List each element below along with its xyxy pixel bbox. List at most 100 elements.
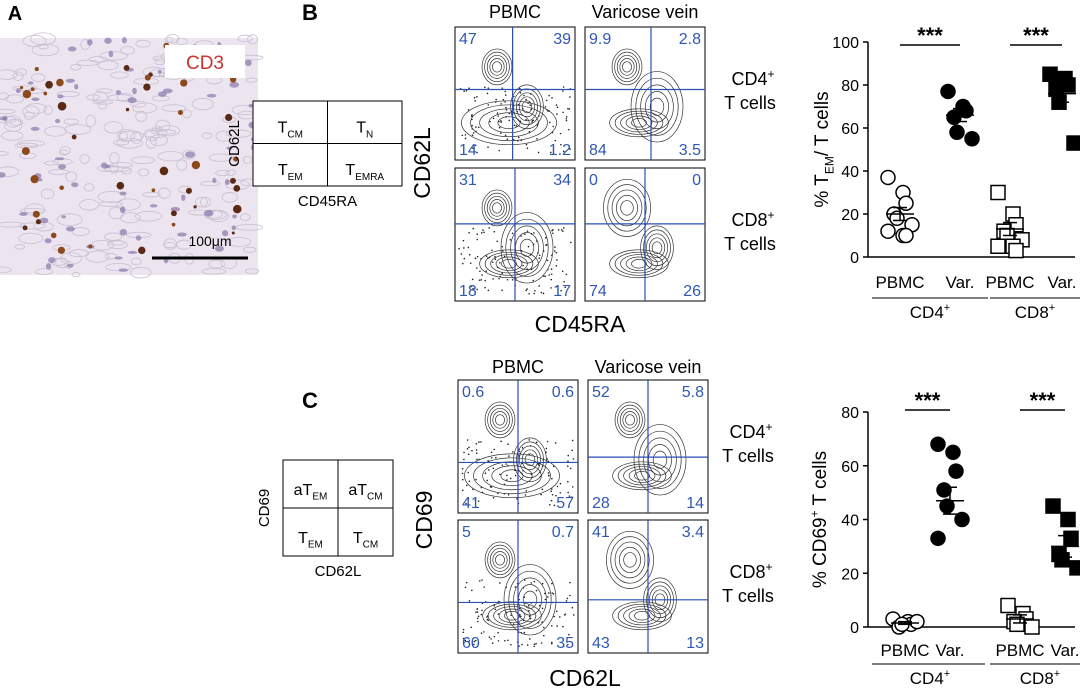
event-dot xyxy=(548,121,551,124)
scale-bar-label: 100μm xyxy=(188,233,231,249)
event-dot xyxy=(467,453,470,455)
key-y-axis: CD69 xyxy=(256,489,273,527)
y-tick-label: 80 xyxy=(841,405,859,422)
event-dot xyxy=(563,645,565,647)
event-dot xyxy=(506,479,508,481)
quadrant-value: 84 xyxy=(589,142,607,159)
contour xyxy=(616,54,638,79)
event-dot xyxy=(532,279,535,282)
quadrant-value: 14 xyxy=(459,142,477,159)
event-dot xyxy=(546,440,549,443)
text-part: + xyxy=(1054,668,1060,680)
tissue-texture xyxy=(0,266,12,274)
tissue-texture xyxy=(120,212,141,224)
nucleus xyxy=(0,172,6,178)
text-part: CD4 xyxy=(729,422,765,442)
contour xyxy=(481,189,513,227)
event-dot xyxy=(521,462,523,465)
tissue-texture xyxy=(227,236,252,247)
data-point xyxy=(1063,530,1079,547)
stained-cell xyxy=(151,188,156,193)
tissue-texture xyxy=(103,121,124,134)
tissue-texture xyxy=(35,268,53,275)
event-dot xyxy=(467,498,470,500)
x-tick-label: PBMC xyxy=(985,273,1034,292)
tissue-texture xyxy=(201,268,226,275)
stained-cell xyxy=(159,166,169,176)
contour xyxy=(640,225,674,271)
event-dot xyxy=(463,458,465,461)
data-point xyxy=(1069,560,1080,576)
event-dot xyxy=(511,232,514,235)
event-dot xyxy=(501,87,504,89)
event-dot xyxy=(556,625,558,627)
event-dot xyxy=(548,592,550,594)
event-dot xyxy=(493,635,496,638)
nucleus xyxy=(214,245,224,252)
significance-label: *** xyxy=(915,388,941,413)
event-dot xyxy=(471,589,473,592)
event-dot xyxy=(518,450,521,453)
event-dot xyxy=(482,229,484,231)
quadrant-value: 0 xyxy=(589,172,598,189)
event-dot xyxy=(549,151,552,154)
column-header: PBMC xyxy=(492,357,544,377)
tissue-texture xyxy=(5,94,25,104)
tissue-texture xyxy=(215,169,230,176)
event-dot xyxy=(497,115,500,117)
event-dot xyxy=(554,246,556,248)
tissue-texture xyxy=(105,263,132,272)
event-dot xyxy=(545,244,547,247)
event-dot xyxy=(494,608,497,611)
event-dot xyxy=(567,107,569,110)
contour xyxy=(611,189,643,227)
nucleus xyxy=(27,81,34,85)
tissue-texture xyxy=(110,162,133,168)
stained-cell xyxy=(71,134,77,140)
quadrant-value: 57 xyxy=(556,495,574,512)
tissue-texture xyxy=(130,257,142,266)
tissue-texture xyxy=(225,169,236,176)
tissue-texture xyxy=(79,199,100,211)
event-dot xyxy=(495,456,497,459)
text-part: CD4 xyxy=(910,669,944,688)
tissue-texture xyxy=(44,125,67,137)
text-part: % T xyxy=(812,174,833,208)
nucleus xyxy=(65,78,75,83)
tissue-texture xyxy=(110,71,129,79)
event-dot xyxy=(551,97,553,99)
text-part: + xyxy=(768,67,775,81)
nucleus xyxy=(244,59,252,67)
event-dot xyxy=(552,593,555,595)
y-tick-label: 20 xyxy=(841,566,859,583)
text-part: + xyxy=(768,208,775,222)
event-dot xyxy=(476,267,478,269)
event-dot xyxy=(570,241,572,244)
event-dot xyxy=(504,134,507,137)
stained-cell xyxy=(225,113,233,122)
event-dot xyxy=(476,151,478,154)
y-tick-label: 60 xyxy=(841,459,859,476)
event-dot xyxy=(548,474,550,477)
quadrant-value: 60 xyxy=(462,635,480,652)
event-dot xyxy=(474,639,477,642)
nucleus xyxy=(149,204,158,208)
event-dot xyxy=(499,473,501,476)
nucleus xyxy=(206,93,217,98)
event-dot xyxy=(490,457,493,459)
tissue-texture xyxy=(76,59,99,66)
nucleus xyxy=(127,97,137,104)
event-dot xyxy=(555,251,558,254)
event-dot xyxy=(488,227,490,229)
x-tick-label: Var. xyxy=(946,273,975,292)
contour xyxy=(487,603,537,628)
event-dot xyxy=(540,493,542,496)
event-dot xyxy=(557,229,560,231)
quadrant-value: 0.6 xyxy=(462,384,484,401)
tissue-texture xyxy=(201,132,213,139)
event-dot xyxy=(484,86,486,89)
event-dot xyxy=(551,592,554,594)
stained-cell xyxy=(233,184,241,192)
quadrant-value: 3.4 xyxy=(682,524,704,541)
event-dot xyxy=(537,464,540,466)
